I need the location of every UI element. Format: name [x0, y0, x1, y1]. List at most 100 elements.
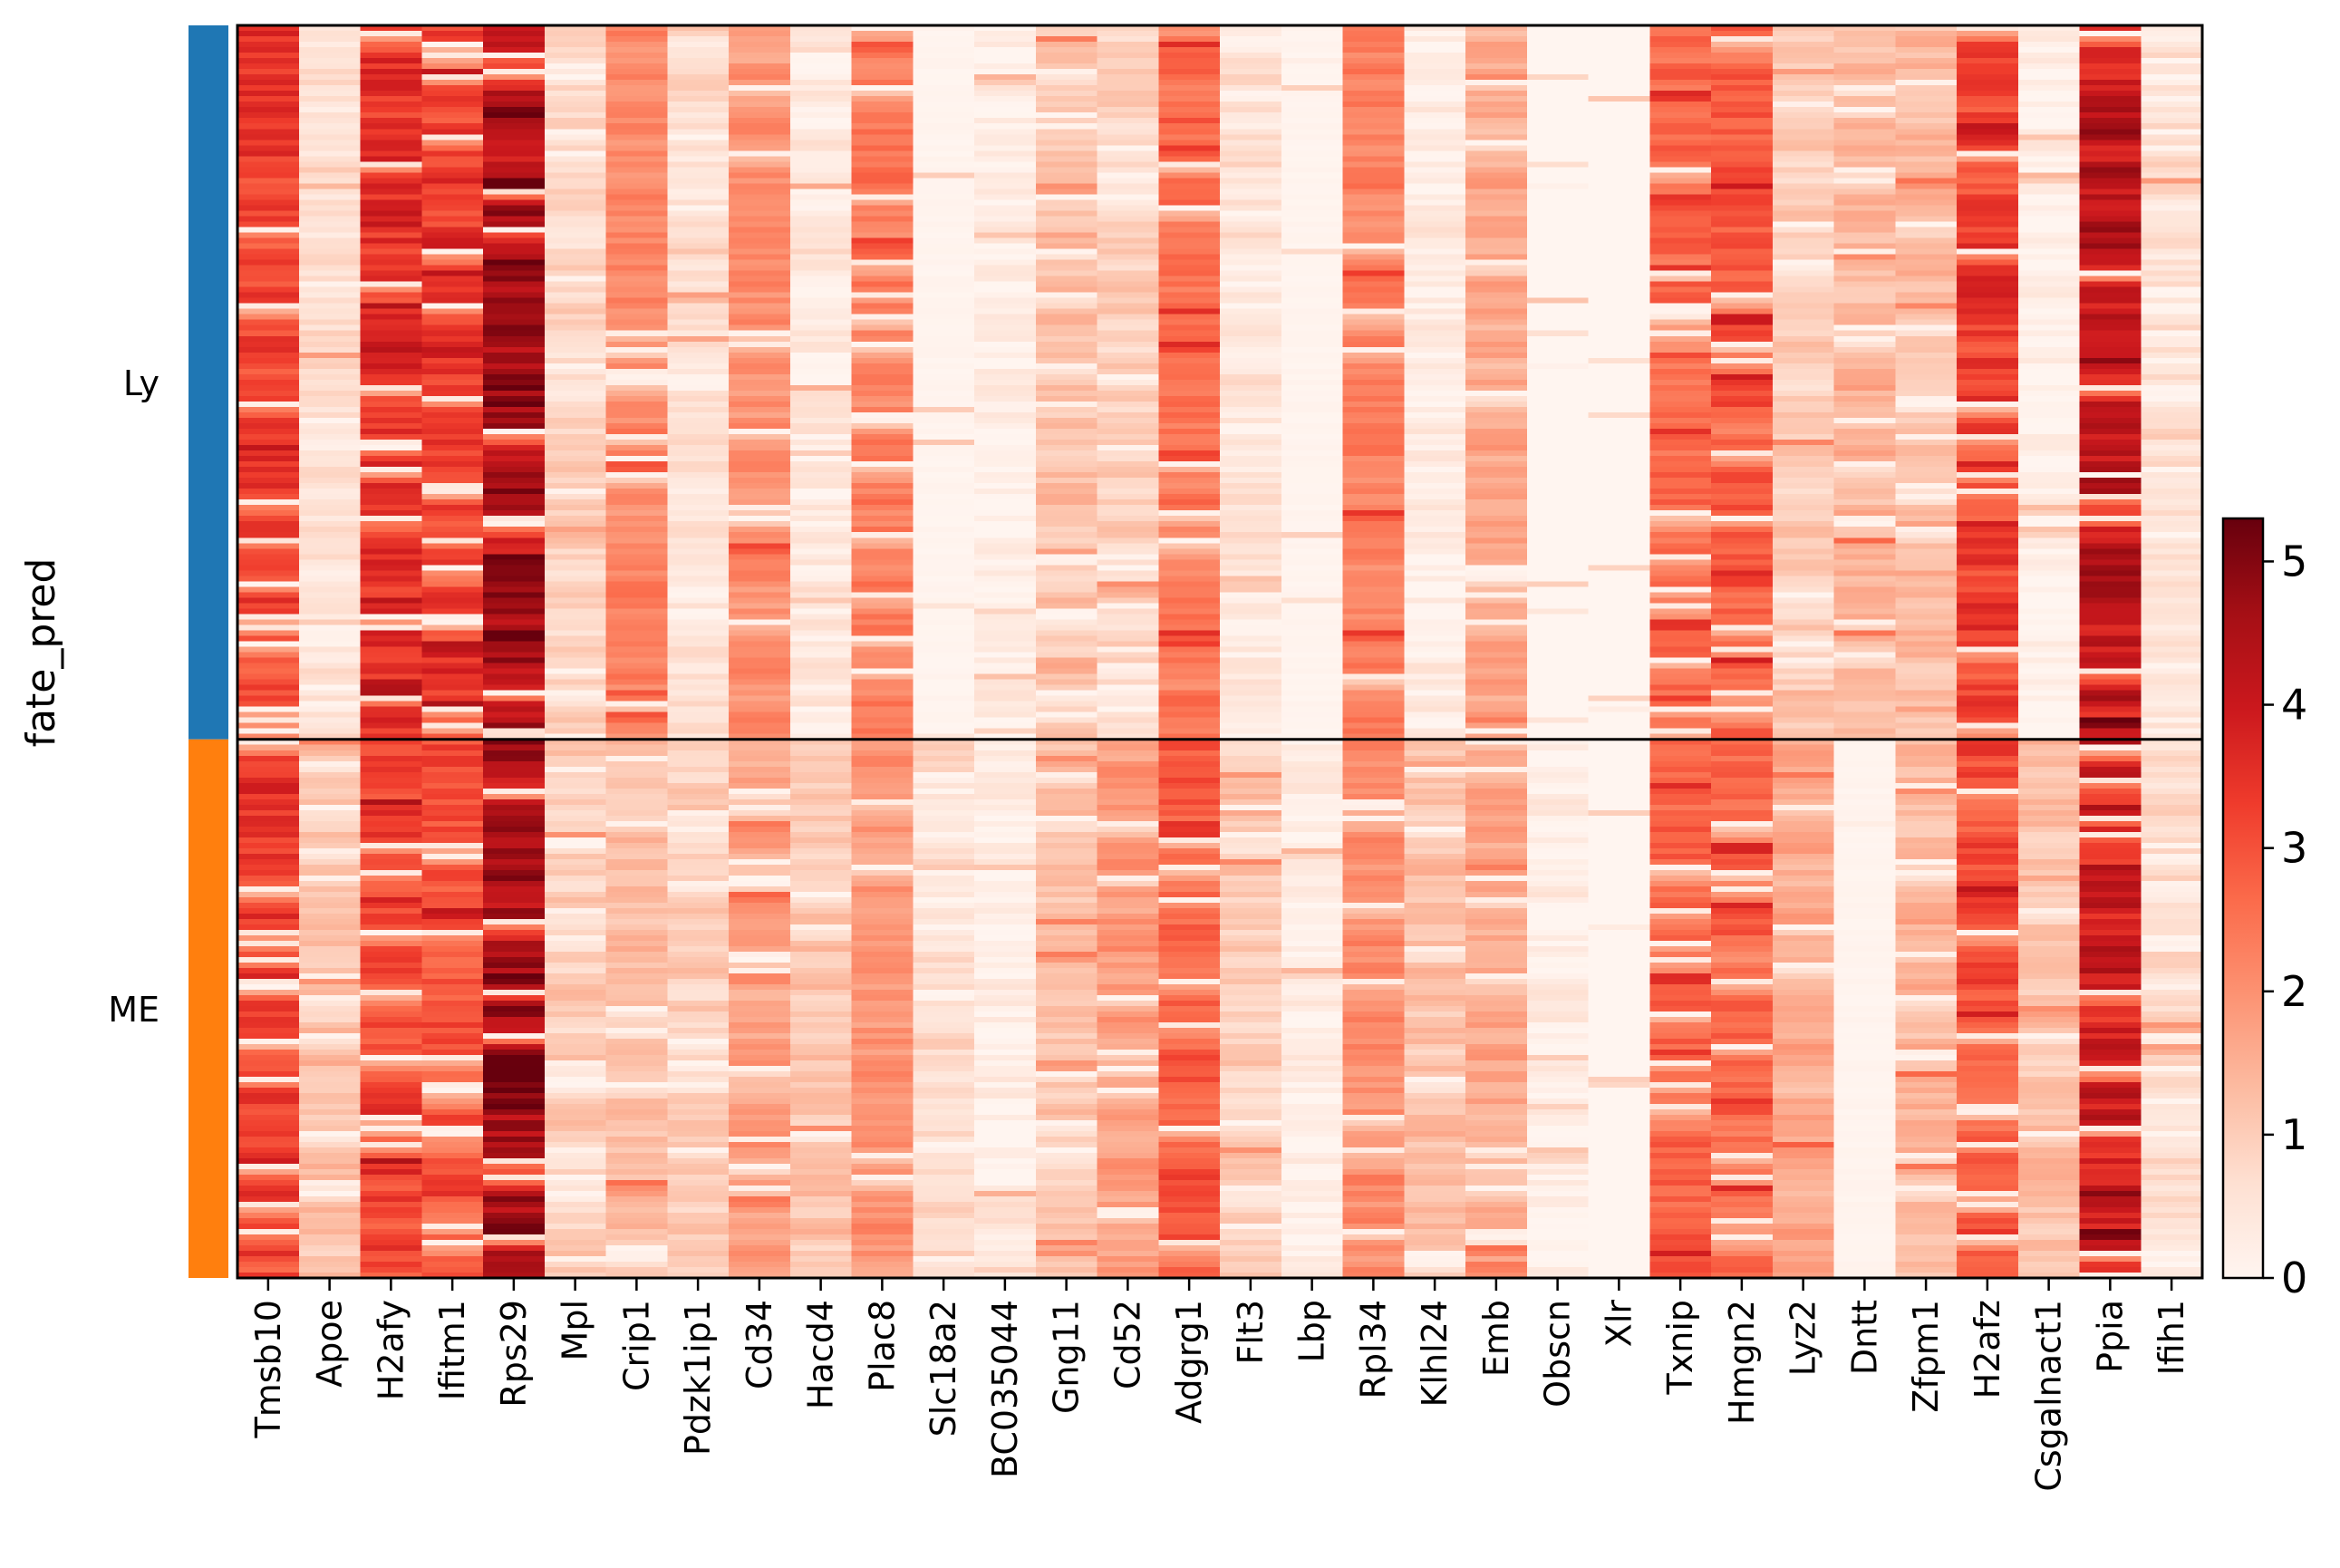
x-tick-label: Rpl34: [1353, 1300, 1393, 1399]
colorbar-tick-label: 0: [2281, 1253, 2307, 1302]
y-axis-label: fate_pred: [18, 558, 64, 748]
heatmap-column-adgrg1-ly: [1158, 25, 1221, 740]
heatmap-column-rps29-ly: [483, 25, 546, 740]
x-tick-label: Pdzk1ip1: [678, 1300, 718, 1456]
heatmap-column-csgalnact1-ly: [2017, 25, 2081, 740]
heatmap-column-h2afy-me: [360, 739, 422, 1279]
heatmap-column-xlr-ly: [1588, 25, 1650, 740]
x-tick-label: Ifih1: [2151, 1300, 2191, 1375]
x-tick-label: Dntt: [1844, 1300, 1884, 1375]
heatmap-column-gng11-ly: [1035, 25, 1098, 740]
group-labels: Ly ME: [108, 363, 160, 1030]
heatmap-column-dntt-ly: [1833, 25, 1896, 740]
heatmap-column-bc035044-ly: [974, 25, 1037, 740]
heatmap-column-tmsb10-ly: [237, 25, 300, 740]
x-tick-label: Lyz2: [1784, 1300, 1823, 1376]
heatmap-column-hacd4-me: [789, 739, 853, 1279]
heatmap-column-xlr-me: [1588, 739, 1650, 1279]
heatmap-column-emb-me: [1465, 739, 1528, 1279]
group-bar-me: [189, 739, 228, 1278]
heatmap-column-zfpm1-me: [1895, 739, 1958, 1279]
heatmap-column-zfpm1-ly: [1895, 25, 1958, 740]
x-tick-label: Emb: [1476, 1300, 1516, 1377]
heatmap-column-rps29-me: [483, 739, 546, 1279]
heatmap-column-h2afy-ly: [360, 25, 422, 740]
heatmap-column-mpl-ly: [544, 25, 607, 740]
x-tick-label: Crip1: [616, 1300, 656, 1391]
heatmap-column-dntt-me: [1833, 739, 1896, 1279]
heatmap-column-rpl34-me: [1342, 739, 1405, 1279]
x-tick-label: Txnip: [1660, 1300, 1700, 1395]
heatmap-column-csgalnact1-me: [2017, 739, 2081, 1279]
heatmap-column-hacd4-ly: [789, 25, 853, 740]
heatmap-column-gng11-me: [1035, 739, 1098, 1279]
x-tick-label: Ppia: [2090, 1300, 2130, 1373]
heatmap-column-flt3-me: [1220, 739, 1282, 1279]
x-tick-label: Hmgn2: [1722, 1300, 1762, 1425]
heatmap-column-pdzk1ip1-ly: [667, 25, 730, 740]
x-tick-label: Zfpm1: [1906, 1300, 1946, 1413]
x-tick-label: Obscn: [1538, 1300, 1578, 1408]
colorbar-tick-label: 2: [2281, 967, 2307, 1016]
heatmap-column-tmsb10-me: [237, 739, 300, 1279]
x-tick-label: Klhl24: [1415, 1300, 1455, 1407]
colorbar-tick-label: 1: [2281, 1110, 2307, 1159]
heatmap-column-flt3-ly: [1220, 25, 1282, 740]
heatmap-column-ppia-ly: [2079, 25, 2142, 740]
x-tick-label: H2afz: [1968, 1300, 2007, 1399]
heatmap-column-mpl-me: [544, 739, 607, 1279]
group-bar-ly: [189, 25, 228, 740]
heatmap-column-cd34-ly: [729, 25, 791, 740]
x-tick-label: Slc18a2: [923, 1300, 963, 1437]
colorbar: [2221, 517, 2265, 1280]
heatmap-column-txnip-ly: [1649, 25, 1712, 740]
heatmap-column-rpl34-ly: [1342, 25, 1405, 740]
heatmap-cells: [237, 25, 2203, 1279]
x-tick-label: Hacd4: [801, 1300, 841, 1409]
x-tick-label: Apoe: [310, 1300, 350, 1388]
heatmap-column-obscn-ly: [1526, 25, 1590, 740]
x-tick-label: Gng11: [1047, 1300, 1087, 1414]
gene-axis: Tmsb10 Apoe H2afy Ifitm1 Rps29 Mpl Crip1 Pdzk1i…: [248, 1278, 2191, 1492]
colorbar-tick-label: 3: [2281, 824, 2307, 873]
heatmap-column-h2afz-ly: [1957, 25, 2019, 740]
heatmap-column-hmgn2-me: [1711, 739, 1774, 1279]
heatmap-column-lyz2-me: [1772, 739, 1835, 1279]
heatmap-column-txnip-me: [1649, 739, 1712, 1279]
heatmap-column-apoe-ly: [298, 25, 362, 740]
heatmap-column-crip1-me: [605, 739, 668, 1279]
heatmap-column-cd34-me: [729, 739, 791, 1279]
heatmap-column-lbp-ly: [1281, 25, 1344, 740]
colorbar-tick-label: 4: [2281, 681, 2307, 730]
x-tick-label: Flt3: [1231, 1300, 1271, 1365]
heatmap-column-adgrg1-me: [1158, 739, 1221, 1279]
heatmap-column-plac8-ly: [851, 25, 914, 740]
x-tick-label: Lbp: [1292, 1300, 1332, 1362]
x-tick-label: Plac8: [862, 1300, 902, 1392]
heatmap-column-obscn-me: [1526, 739, 1590, 1279]
heatmap-column-ifih1-ly: [2141, 25, 2203, 740]
heatmap-column-klhl24-me: [1404, 739, 1466, 1279]
group-label-me: ME: [108, 990, 160, 1030]
heatmap-column-hmgn2-ly: [1711, 25, 1774, 740]
heatmap-column-plac8-me: [851, 739, 914, 1279]
x-tick-label: Tmsb10: [248, 1300, 288, 1439]
x-tick-label: Rps29: [494, 1300, 534, 1408]
heatmap-column-ifitm1-ly: [421, 25, 484, 740]
heatmap-column-slc18a2-ly: [913, 25, 975, 740]
x-tick-label: BC035044: [985, 1300, 1025, 1478]
heatmap-column-bc035044-me: [974, 739, 1037, 1279]
heatmap-column-lyz2-ly: [1772, 25, 1835, 740]
heatmap-column-apoe-me: [298, 739, 362, 1279]
x-tick-label: Cd52: [1107, 1300, 1147, 1389]
heatmap-column-slc18a2-me: [913, 739, 975, 1279]
heatmap-column-ppia-me: [2079, 739, 2142, 1279]
heatmap-column-ifih1-me: [2141, 739, 2203, 1279]
x-tick-label: Ifitm1: [432, 1300, 472, 1400]
x-tick-label: Adgrg1: [1169, 1300, 1209, 1424]
heatmap-column-pdzk1ip1-me: [667, 739, 730, 1279]
heatmap-frame: [236, 24, 2204, 1280]
x-tick-label: H2afy: [371, 1300, 411, 1400]
heatmap-column-emb-ly: [1465, 25, 1528, 740]
